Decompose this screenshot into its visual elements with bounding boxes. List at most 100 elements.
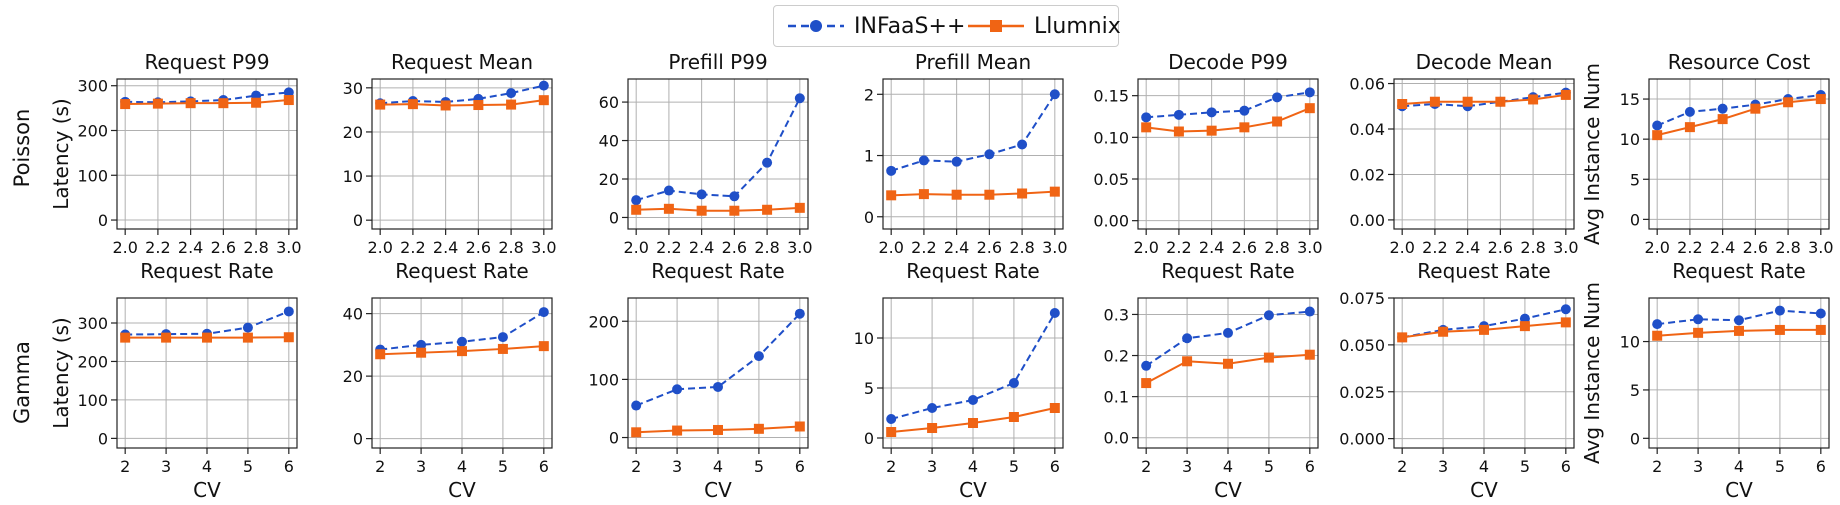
panel-r0-c5: 0.00 0.02 0.04 0.06 2.0 2.2 2.4 2.6 2.8 3.0 Decode…	[1349, 50, 1578, 283]
panel-title-resource-cost: Resource Cost	[1668, 50, 1811, 74]
x-tick-label-1: 3	[161, 457, 171, 476]
x-tick-label-2: 4	[1734, 457, 1744, 476]
y-tick-label-3: 300	[77, 77, 108, 96]
x-tick-label-2: 4	[713, 457, 723, 476]
point-llumnix-2	[202, 332, 212, 343]
y-axis-label: Latency (s)	[49, 98, 73, 209]
row-label-poisson: Poisson	[10, 108, 34, 188]
point-infaas-4	[762, 157, 773, 168]
point-infaas-0	[631, 195, 642, 206]
panel-r1-c1: 0 20 40 2 3 4 5 6 CV	[343, 297, 553, 502]
y-tick-label-3: 60	[599, 93, 619, 112]
panel-r1-c6: 0 5 10 2 3 4 5 6 CV Avg Instance Num	[1580, 282, 1830, 502]
point-llumnix-1	[918, 189, 929, 200]
point-infaas-4	[1272, 92, 1283, 103]
x-tick-label-4: 2.8	[498, 238, 523, 257]
point-llumnix-3	[1495, 96, 1506, 107]
x-tick-label-1: 3	[672, 457, 682, 476]
panel-r1-c3: 0 5 10 2 3 4 5 6 CV	[854, 297, 1064, 502]
series-line-infaas	[1146, 91, 1310, 119]
y-tick-label-2: 10	[854, 329, 874, 348]
point-llumnix-5	[1049, 186, 1060, 197]
point-infaas-1	[416, 339, 427, 350]
point-infaas-1	[918, 155, 929, 166]
x-tick-label-0: 2.0	[1389, 238, 1414, 257]
point-llumnix-4	[1049, 403, 1060, 413]
point-llumnix-4	[1528, 94, 1539, 105]
y-tick-label-1: 0.025	[1339, 383, 1385, 402]
point-llumnix-2	[713, 424, 723, 435]
point-infaas-5	[538, 80, 549, 91]
point-llumnix-4	[1783, 97, 1794, 108]
panel-r0-c1: 0 10 20 30 2.0 2.2 2.4 2.6 2.8 3.0 Request Mean Req…	[343, 50, 557, 283]
x-tick-label-3: 5	[1009, 457, 1019, 476]
y-tick-label-0: 0	[98, 429, 108, 448]
y-tick-label-0: 0	[98, 211, 108, 230]
y-tick-label-3: 0.075	[1339, 289, 1385, 308]
point-infaas-1	[927, 403, 938, 413]
x-tick-label-2: 4	[457, 457, 467, 476]
y-tick-label-1: 20	[599, 170, 619, 189]
point-llumnix-3	[1239, 122, 1250, 133]
x-tick-label-3: 2.6	[1488, 238, 1513, 257]
x-tick-label-1: 3	[927, 457, 937, 476]
series-line-infaas	[125, 91, 289, 104]
x-tick-label-1: 2.2	[1677, 238, 1702, 257]
y-tick-label-0: 0	[353, 211, 363, 230]
x-tick-label-5: 3.0	[1042, 238, 1067, 257]
point-infaas-4	[506, 88, 517, 99]
x-tick-label-5: 3.0	[1808, 238, 1833, 257]
y-tick-label-2: 2	[864, 85, 874, 104]
point-llumnix-5	[538, 95, 549, 106]
x-tick-label-2: 4	[1479, 457, 1489, 476]
panel-r0-c2: 0 20 40 60 2.0 2.2 2.4 2.6 2.8 3.0 Prefill P99 Requ…	[599, 50, 813, 283]
point-llumnix-2	[968, 418, 978, 428]
x-tick-label-3: 2.6	[1743, 238, 1768, 257]
point-infaas-3	[1774, 305, 1785, 316]
x-tick-label-4: 2.8	[754, 238, 779, 257]
y-tick-label-0: 0.00	[1093, 212, 1129, 231]
point-llumnix-2	[1462, 96, 1473, 107]
x-tick-label-1: 2.2	[1166, 238, 1191, 257]
y-tick-label-2: 200	[588, 312, 619, 331]
x-tick-label-2: 2.4	[944, 238, 969, 257]
point-llumnix-3	[729, 205, 740, 216]
y-tick-label-2: 10	[1620, 333, 1640, 352]
point-llumnix-0	[886, 190, 897, 201]
point-infaas-3	[1008, 378, 1019, 388]
x-tick-label-3: 5	[498, 457, 508, 476]
panel-title-decode-p99: Decode P99	[1168, 50, 1288, 74]
x-tick-label-1: 2.2	[1422, 238, 1447, 257]
legend: INFaaS++ Llumnix	[773, 5, 1121, 47]
point-llumnix-4	[1272, 116, 1283, 127]
x-tick-label-4: 6	[1561, 457, 1571, 476]
point-llumnix-3	[218, 98, 229, 109]
y-tick-label-2: 20	[343, 123, 363, 142]
axes-frame	[1648, 78, 1830, 230]
x-tick-label-4: 2.8	[1264, 238, 1289, 257]
point-infaas-1	[1173, 109, 1184, 120]
y-tick-label-2: 40	[599, 132, 619, 151]
x-tick-label-1: 3	[416, 457, 426, 476]
x-axis-label: Request Rate	[651, 259, 784, 283]
x-tick-label-4: 6	[284, 457, 294, 476]
series-line-infaas	[1402, 91, 1566, 108]
series-line-infaas	[890, 93, 1056, 172]
x-tick-label-5: 3.0	[1297, 238, 1322, 257]
point-infaas-5	[1304, 87, 1315, 98]
y-tick-label-0: 0	[353, 430, 363, 449]
point-infaas-1	[663, 185, 674, 196]
y-tick-label-0: 0.00	[1349, 211, 1385, 230]
panel-r0-c4: 0.00 0.05 0.10 0.15 2.0 2.2 2.4 2.6 2.8 3.0 Decode…	[1093, 50, 1322, 283]
series-line-infaas	[635, 97, 801, 202]
y-tick-label-0: 0	[864, 208, 874, 227]
x-axis-label: Request Rate	[1161, 259, 1294, 283]
point-llumnix-4	[283, 332, 294, 343]
point-llumnix-3	[1519, 321, 1530, 332]
x-tick-label-5: 3.0	[276, 238, 301, 257]
legend-item-llumnix: Llumnix	[966, 6, 1121, 46]
point-llumnix-2	[1206, 125, 1217, 136]
point-llumnix-1	[1438, 326, 1449, 337]
point-llumnix-0	[375, 349, 386, 360]
point-llumnix-5	[1560, 89, 1571, 100]
